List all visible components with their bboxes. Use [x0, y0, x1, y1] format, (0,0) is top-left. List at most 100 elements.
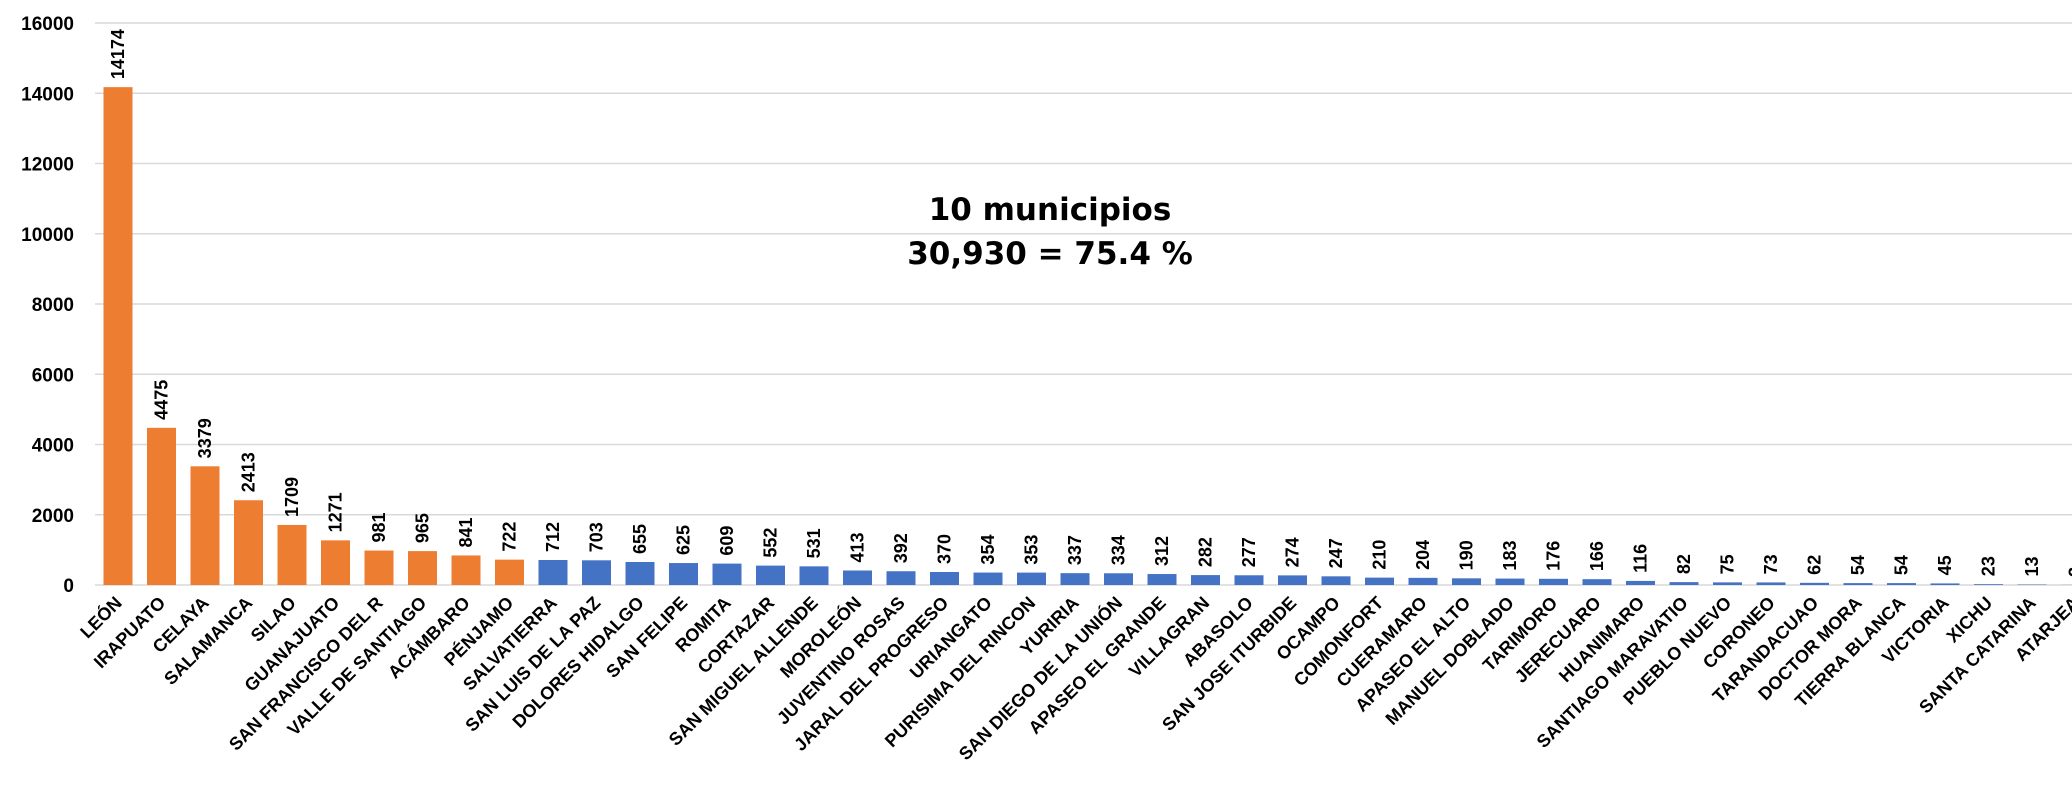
bar: [1713, 582, 1742, 585]
y-tick-label: 12000: [21, 155, 74, 176]
data-label: 45: [1935, 555, 1955, 575]
data-label: 552: [761, 528, 781, 558]
bar: [495, 559, 524, 585]
data-label: 54: [1848, 555, 1868, 575]
bar: [1234, 575, 1264, 585]
bar: [277, 524, 307, 585]
data-label: 625: [674, 525, 694, 555]
gridlines: [95, 22, 2072, 586]
x-axis: LEÓNIRAPUATOCELAYASALAMANCASILAOGUANAJUA…: [76, 592, 2072, 764]
bar: [1756, 582, 1786, 585]
data-label: 282: [1196, 537, 1216, 567]
y-tick-label: 14000: [21, 84, 74, 105]
data-label: 1271: [326, 492, 346, 532]
bar: [147, 427, 176, 585]
bar: [1321, 576, 1351, 585]
data-label: 62: [1805, 555, 1825, 575]
bar: [669, 563, 698, 585]
y-tick-label: 10000: [21, 225, 74, 246]
data-label: 609: [717, 526, 737, 556]
data-label: 354: [978, 535, 998, 565]
data-label: 75: [1718, 554, 1738, 574]
bar: [1930, 583, 1960, 585]
bar: [234, 500, 263, 585]
data-label: 1709: [282, 477, 302, 517]
data-label: 82: [1674, 554, 1694, 574]
bars: [103, 87, 2072, 586]
data-label: 312: [1152, 536, 1172, 566]
data-label: 176: [1544, 541, 1564, 571]
y-tick-label: 16000: [21, 14, 74, 35]
bar: [451, 555, 481, 585]
bar: [886, 571, 916, 585]
data-label: 183: [1500, 541, 1520, 571]
bar: [1408, 577, 1438, 585]
data-label: 116: [1631, 544, 1651, 573]
bar: [1887, 583, 1916, 585]
data-label: 204: [1413, 540, 1433, 570]
data-label: 334: [1109, 535, 1129, 565]
data-label: 54: [1892, 555, 1912, 575]
data-label: 247: [1326, 538, 1346, 568]
bar: [712, 563, 742, 585]
bar: [625, 561, 655, 585]
bar: [843, 570, 872, 585]
data-label: 353: [1022, 535, 1042, 565]
data-label: 3: [2066, 567, 2072, 577]
bar: [103, 87, 133, 586]
data-label: 392: [891, 533, 911, 563]
bar: [1974, 584, 2003, 585]
bar: [1104, 573, 1133, 585]
bar: [1626, 580, 1655, 585]
data-label: 277: [1239, 537, 1259, 567]
bar: [1669, 582, 1699, 585]
data-label: 274: [1283, 537, 1303, 567]
data-label: 712: [543, 522, 563, 552]
data-label: 722: [500, 522, 520, 552]
data-label: 210: [1370, 540, 1390, 570]
data-label: 981: [369, 512, 389, 542]
data-label: 655: [630, 524, 650, 554]
bar: [1843, 583, 1873, 585]
bar: [1452, 578, 1481, 585]
data-label: 166: [1587, 541, 1607, 571]
y-tick-label: 6000: [32, 365, 74, 386]
data-label: 841: [456, 517, 476, 547]
bar: [930, 572, 959, 585]
data-label: 73: [1761, 554, 1781, 574]
bar: [1365, 577, 1394, 585]
annotation-line-1: 10 municipios: [928, 192, 1172, 228]
data-labels: 14174 4475 3379 2413 1709 1271 981 965 841 722 712…: [108, 29, 2072, 577]
y-tick-label: 4000: [32, 436, 74, 457]
bar: [1800, 582, 1829, 585]
data-label: 2413: [239, 452, 259, 492]
bar: [1582, 579, 1612, 585]
data-label: 3379: [195, 418, 215, 458]
bar: [364, 550, 394, 585]
data-label: 337: [1065, 535, 1085, 565]
bar: [538, 559, 568, 585]
data-label: 370: [935, 534, 955, 564]
y-axis: 0 2000 4000 6000 8000 10000 12000 14000 16000: [21, 14, 74, 597]
annotation-line-2: 30,930 = 75.4 %: [907, 236, 1193, 272]
bar: [1017, 572, 1046, 585]
bar: [973, 572, 1003, 585]
data-label: 14174: [108, 29, 128, 79]
data-label: 413: [848, 532, 868, 562]
y-tick-label: 8000: [32, 295, 74, 316]
data-label: 4475: [152, 380, 172, 420]
bar: [1147, 574, 1177, 585]
y-tick-label: 2000: [32, 506, 74, 527]
bar: [408, 551, 437, 585]
data-label: 13: [2022, 557, 2042, 577]
bar: [1278, 575, 1307, 585]
data-label: 703: [587, 522, 607, 552]
bar: [1495, 578, 1525, 585]
bar: [756, 565, 785, 585]
data-label: 965: [413, 513, 433, 543]
bar: [321, 540, 350, 585]
bar: [1060, 573, 1090, 585]
bar: [582, 560, 611, 585]
data-label: 531: [804, 528, 824, 558]
